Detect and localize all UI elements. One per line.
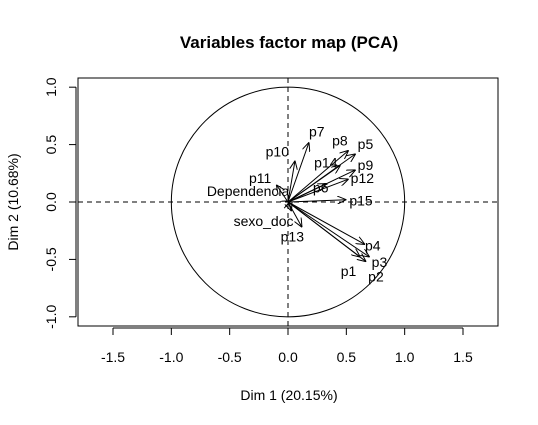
variable-label: p10 <box>266 144 290 160</box>
x-tick-label: -0.5 <box>218 349 242 365</box>
variable-arrow <box>287 201 302 227</box>
y-tick-label: 1.0 <box>43 77 59 97</box>
variable-label: p12 <box>351 170 375 186</box>
variable-arrow <box>276 185 289 203</box>
variable-label: p1 <box>341 263 357 279</box>
y-axis-label: Dim 2 (10.68%) <box>5 153 21 250</box>
y-tick-label: 0.5 <box>43 135 59 155</box>
variable-label: p6 <box>313 180 329 196</box>
circle-layer <box>170 86 406 318</box>
variable-label: p3 <box>372 254 388 270</box>
x-tick-label: -1.5 <box>101 349 125 365</box>
y-tick-label: -1.0 <box>43 305 59 329</box>
y-tick-label: -0.5 <box>43 247 59 271</box>
variable-label: sexo_doc <box>234 213 294 229</box>
variable-label: p9 <box>358 157 374 173</box>
variable-label: p15 <box>349 193 373 209</box>
correlation-circle <box>170 86 406 318</box>
variable-label: Dependencia <box>207 183 290 199</box>
x-tick-label: 1.0 <box>395 349 415 365</box>
variable-label: p2 <box>368 269 384 285</box>
variable-arrow <box>287 165 341 203</box>
variable-label: p14 <box>314 154 338 170</box>
variable-label: p13 <box>281 228 305 244</box>
x-axis-label: Dim 1 (20.15%) <box>240 387 337 403</box>
variable-label: p7 <box>309 123 325 139</box>
variable-arrow <box>287 184 327 203</box>
x-tick-label: 0.0 <box>278 349 298 365</box>
variable-arrow <box>287 142 309 203</box>
chart-title: Variables factor map (PCA) <box>180 33 398 52</box>
x-tick-label: 1.5 <box>453 349 473 365</box>
variable-arrow <box>287 161 295 203</box>
x-tick-label: -1.0 <box>159 349 183 365</box>
variable-label: p8 <box>332 132 348 148</box>
variable-arrow <box>287 200 346 202</box>
axes-layer: -1.5 -1.0 -0.5 0.0 0.5 1.0 1.5 -1.0 -0.5 0.0 0.5 1.… <box>43 77 498 365</box>
variable-arrow <box>287 201 365 244</box>
x-tick-label: 0.5 <box>337 349 357 365</box>
variable-label: p4 <box>365 237 381 253</box>
variable-arrow <box>287 150 349 203</box>
variable-arrow <box>287 201 366 262</box>
variable-label: p11 <box>249 170 272 186</box>
variable-label: p5 <box>358 136 374 152</box>
y-tick-label: 0.0 <box>43 192 59 212</box>
variable-arrow <box>287 201 370 257</box>
